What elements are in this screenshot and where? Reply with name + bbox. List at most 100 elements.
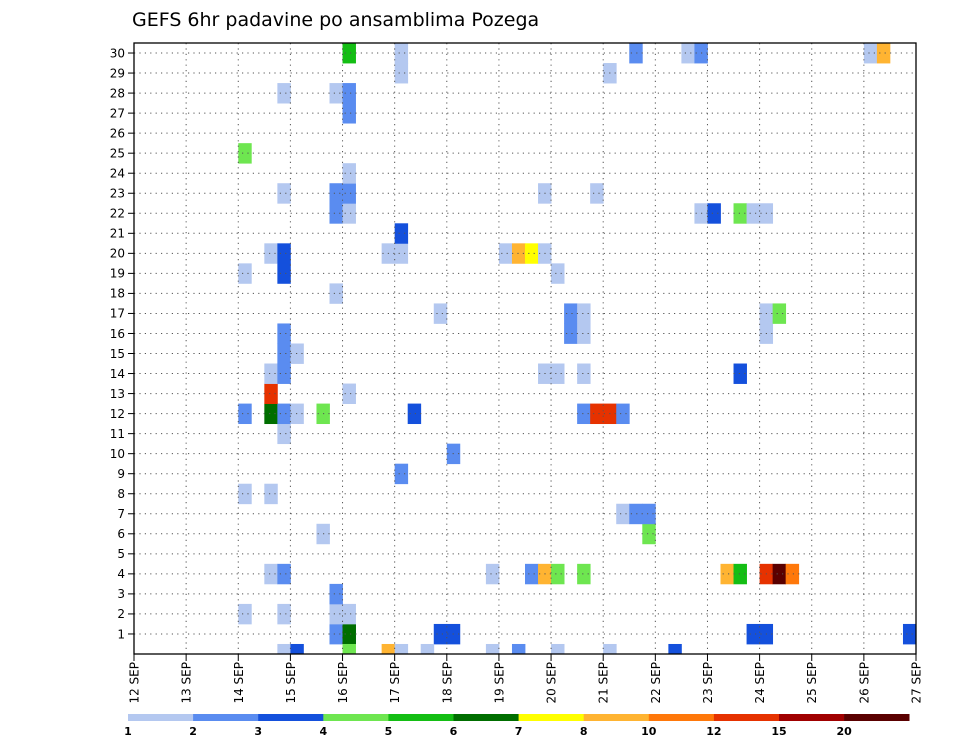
y-tick-label: 14	[110, 367, 125, 381]
y-tick-label: 27	[110, 106, 125, 120]
x-tick-label: 12 SEP	[128, 662, 142, 704]
y-tick-label: 21	[110, 227, 125, 241]
heatmap-cell	[551, 363, 565, 384]
heatmap-cell	[277, 643, 291, 655]
y-tick-label: 30	[110, 46, 125, 60]
heatmap-cell	[264, 243, 278, 264]
heatmap-cell	[577, 303, 591, 324]
colorbar-segment	[128, 714, 194, 721]
heatmap-cell	[551, 263, 565, 284]
y-tick-label: 23	[110, 187, 125, 201]
heatmap-cell	[629, 43, 643, 64]
y-tick-label: 5	[117, 547, 125, 561]
y-tick-label: 22	[110, 207, 125, 221]
heatmap-cell	[264, 563, 278, 585]
y-tick-label: 26	[110, 126, 125, 140]
y-tick-label: 24	[110, 167, 125, 181]
x-tick-label: 23 SEP	[701, 662, 715, 704]
heatmap-cell	[394, 463, 409, 485]
heatmap-cell	[290, 643, 304, 655]
heatmap-cell	[394, 223, 409, 244]
colorbar-segment	[583, 714, 650, 721]
colorbar-label: 7	[515, 725, 523, 738]
heatmap-cell	[642, 503, 656, 525]
plot-frame	[133, 42, 917, 655]
heatmap-cell	[681, 43, 695, 64]
heatmap-cell	[785, 563, 800, 585]
heatmap-cell	[433, 623, 448, 645]
x-tick-label: 16 SEP	[336, 662, 350, 704]
colorbar-segment	[193, 714, 259, 721]
colorbar-label: 4	[319, 725, 327, 738]
y-tick-label: 25	[110, 146, 125, 160]
heatmap-cell	[342, 643, 356, 655]
heatmap-cell	[642, 523, 656, 545]
y-tick-label: 6	[117, 527, 125, 541]
chart-title: GEFS 6hr padavine po ansamblima Pozega	[132, 9, 539, 31]
heatmap-cell	[342, 43, 356, 64]
x-tick-label: 14 SEP	[232, 662, 246, 704]
colorbar-segment	[258, 714, 324, 721]
colorbar-label: 12	[706, 725, 721, 738]
y-tick-label: 4	[117, 567, 125, 581]
heatmap-cell	[277, 563, 291, 585]
heatmap-cell	[733, 563, 747, 585]
y-tick-label: 7	[117, 507, 125, 521]
heatmap-cell	[329, 83, 343, 104]
heatmap-cell	[707, 203, 721, 224]
heatmap-cell	[772, 303, 787, 324]
heatmap-cell	[277, 243, 291, 264]
heatmap-cell	[238, 403, 252, 425]
heatmap-cell	[329, 283, 343, 304]
heatmap-cell	[277, 183, 291, 204]
colorbar-segment	[518, 714, 584, 721]
y-tick-label: 18	[110, 287, 125, 301]
x-tick-label: 15 SEP	[284, 662, 298, 704]
heatmap-cell	[329, 583, 343, 605]
y-tick-label: 15	[110, 347, 125, 361]
x-tick-label: 18 SEP	[440, 662, 454, 704]
heatmap-cell	[420, 643, 435, 655]
heatmap-cell	[577, 323, 591, 344]
heatmap-cell	[525, 563, 539, 585]
y-tick-label: 10	[110, 447, 125, 461]
colorbar-segment	[713, 714, 780, 721]
heatmap-cell	[329, 203, 343, 224]
heatmap-cell	[264, 403, 278, 425]
colorbar-segment	[779, 714, 845, 721]
y-tick-label: 16	[110, 327, 125, 341]
y-tick-label: 19	[110, 267, 125, 281]
y-tick-label: 1	[117, 627, 125, 641]
heatmap-cell	[264, 363, 278, 384]
heatmap-cell	[277, 263, 291, 284]
colorbar-segment	[323, 714, 389, 721]
y-tick-label: 20	[110, 247, 125, 261]
grid-layer	[134, 43, 916, 654]
y-tick-label: 9	[117, 467, 125, 481]
heatmap-cell	[525, 243, 539, 264]
heatmap-cell	[603, 643, 617, 655]
y-tick-label: 28	[110, 86, 125, 100]
heatmap-cell	[733, 363, 747, 384]
y-tick-label: 2	[117, 607, 125, 621]
heatmap-cell	[277, 423, 291, 445]
heatmap-cell	[329, 183, 343, 204]
colorbar-label: 10	[641, 725, 657, 738]
heatmap-cell	[733, 203, 747, 224]
y-tick-label: 17	[110, 307, 125, 321]
x-tick-label: 20 SEP	[545, 662, 559, 704]
y-tick-label: 8	[117, 487, 125, 501]
x-tick-label: 26 SEP	[857, 662, 871, 704]
heatmap-cell	[629, 503, 643, 525]
heatmap-cell	[772, 563, 787, 585]
x-tick-label: 25 SEP	[805, 662, 819, 704]
heatmap-cell	[238, 603, 252, 625]
heatmap-cell	[277, 343, 291, 364]
colorbar-label: 6	[450, 725, 458, 738]
heatmap-cell	[342, 163, 356, 184]
heatmap-cell	[394, 63, 409, 84]
heatmap-cell	[577, 363, 591, 384]
cells-layer	[238, 43, 917, 655]
heatmap-cell	[616, 403, 630, 425]
x-tick-label: 27 SEP	[910, 662, 924, 704]
